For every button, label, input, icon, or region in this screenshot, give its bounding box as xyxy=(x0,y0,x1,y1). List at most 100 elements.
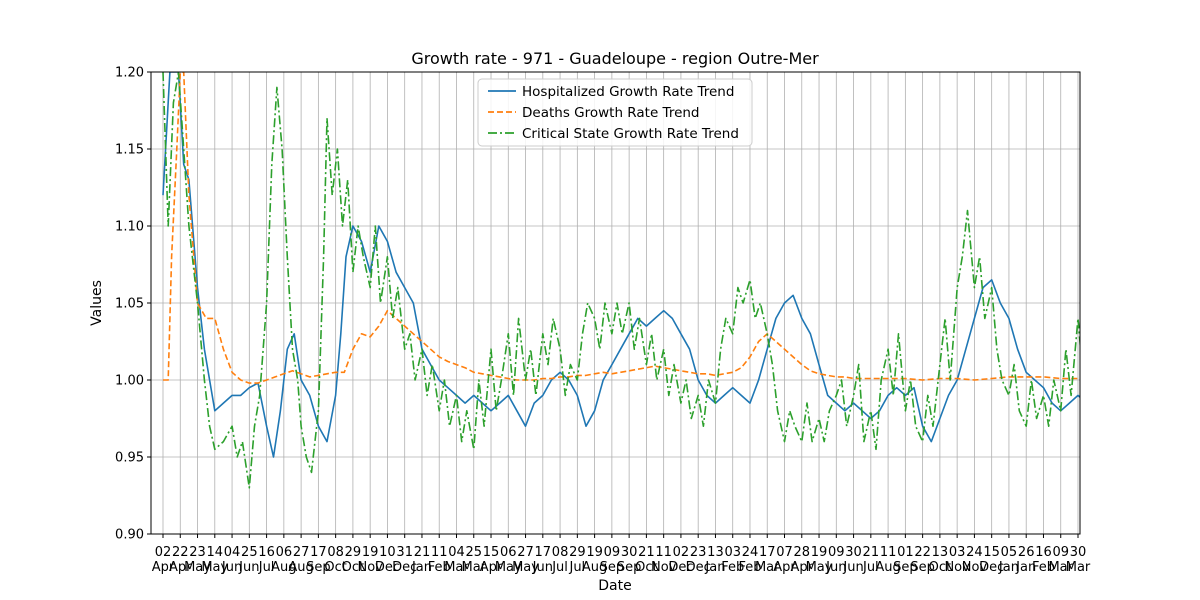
x-tick-month: Mar xyxy=(461,560,486,575)
x-tick-day: 05 xyxy=(1001,545,1018,560)
x-tick-month: Jan xyxy=(1015,560,1036,575)
x-tick-month: Mar xyxy=(1066,560,1091,575)
x-tick-day: 22 xyxy=(914,545,931,560)
x-tick-month: Jul xyxy=(258,560,275,575)
legend: Hospitalized Growth Rate Trend Deaths Gro… xyxy=(477,78,753,147)
x-tick-day: 14 xyxy=(207,545,224,560)
x-tick-day: 24 xyxy=(966,545,983,560)
x-tick-day: 17 xyxy=(310,545,327,560)
legend-label: Critical State Growth Rate Trend xyxy=(522,126,739,142)
x-tick-month: Nov xyxy=(962,560,988,575)
x-tick-month: Nov xyxy=(944,560,970,575)
x-tick-day: 07 xyxy=(776,545,793,560)
x-tick-month: Aug xyxy=(288,560,313,575)
x-tick-month: Dec xyxy=(979,560,1004,575)
x-tick-day: 25 xyxy=(465,545,482,560)
series-lines xyxy=(162,72,1080,489)
x-tick-day: 27 xyxy=(293,545,310,560)
x-tick-day: 15 xyxy=(983,545,1000,560)
x-tick-day: 16 xyxy=(258,545,275,560)
x-tick-month: Jan xyxy=(998,560,1019,575)
x-tick-month: Jan xyxy=(704,560,725,575)
y-axis: 0.90 0.95 1.00 1.05 1.10 1.15 1.20 xyxy=(115,66,151,543)
x-tick-month: Dec xyxy=(686,560,711,575)
x-tick-day: 30 xyxy=(1070,545,1087,560)
x-tick-day: 04 xyxy=(224,545,241,560)
x-axis: 02Apr22Apr23May14May04Jun25Jun16Jul06Aug… xyxy=(152,534,1091,575)
x-tick-day: 28 xyxy=(794,545,811,560)
x-tick-month: Nov xyxy=(357,560,383,575)
x-tick-day: 30 xyxy=(621,545,638,560)
x-tick-month: Jul xyxy=(551,560,568,575)
x-tick-day: 03 xyxy=(949,545,966,560)
x-tick-month: Jul xyxy=(568,560,585,575)
x-tick-day: 22 xyxy=(172,545,189,560)
x-tick-day: 08 xyxy=(552,545,569,560)
x-tick-month: Jun xyxy=(825,560,846,575)
x-tick-day: 26 xyxy=(1018,545,1035,560)
x-tick-day: 03 xyxy=(724,545,741,560)
x-tick-day: 02 xyxy=(155,545,172,560)
x-tick-day: 10 xyxy=(379,545,396,560)
x-tick-month: Mar xyxy=(755,560,780,575)
x-tick-month: Jun xyxy=(238,560,259,575)
x-tick-month: Sep xyxy=(910,560,935,575)
x-tick-month: Feb xyxy=(738,560,761,575)
x-tick-month: Aug xyxy=(271,560,296,575)
x-tick-day: 21 xyxy=(863,545,880,560)
x-tick-month: May xyxy=(201,560,228,575)
series-line-3 xyxy=(162,72,1080,489)
x-tick-day: 13 xyxy=(932,545,949,560)
y-tick-label: 1.10 xyxy=(115,220,144,235)
x-tick-day: 09 xyxy=(604,545,621,560)
x-tick-day: 24 xyxy=(742,545,759,560)
x-tick-day: 19 xyxy=(586,545,603,560)
x-tick-month: Jul xyxy=(862,560,879,575)
x-tick-day: 25 xyxy=(241,545,258,560)
x-tick-month: Jan xyxy=(411,560,432,575)
x-tick-month: Sep xyxy=(306,560,331,575)
x-tick-month: Mar xyxy=(1048,560,1073,575)
x-tick-day: 06 xyxy=(500,545,517,560)
x-tick-day: 02 xyxy=(673,545,690,560)
chart-title: Growth rate - 971 - Guadeloupe - region … xyxy=(411,49,819,68)
x-tick-day: 21 xyxy=(638,545,655,560)
x-tick-day: 21 xyxy=(414,545,431,560)
x-tick-day: 23 xyxy=(690,545,707,560)
x-tick-month: Jun xyxy=(532,560,553,575)
x-tick-day: 13 xyxy=(707,545,724,560)
x-axis-label: Date xyxy=(598,578,631,594)
x-tick-month: Dec xyxy=(375,560,400,575)
x-tick-month: Apr xyxy=(773,560,796,575)
x-tick-day: 29 xyxy=(345,545,362,560)
x-tick-day: 08 xyxy=(327,545,344,560)
x-tick-month: Jun xyxy=(842,560,863,575)
y-tick-label: 1.20 xyxy=(115,66,144,81)
x-tick-month: Nov xyxy=(651,560,677,575)
x-tick-month: Aug xyxy=(582,560,607,575)
x-tick-day: 29 xyxy=(569,545,586,560)
x-tick-day: 31 xyxy=(396,545,413,560)
x-tick-day: 15 xyxy=(483,545,500,560)
x-tick-day: 01 xyxy=(897,545,914,560)
y-tick-label: 0.90 xyxy=(115,528,144,543)
y-tick-label: 1.05 xyxy=(115,297,144,312)
x-tick-month: Aug xyxy=(875,560,900,575)
x-tick-month: May xyxy=(806,560,833,575)
x-tick-month: Oct xyxy=(324,560,346,575)
x-tick-month: May xyxy=(184,560,211,575)
x-tick-month: Feb xyxy=(1032,560,1055,575)
x-tick-month: Mar xyxy=(444,560,469,575)
x-tick-month: Dec xyxy=(668,560,693,575)
x-tick-month: May xyxy=(495,560,522,575)
x-tick-month: Apr xyxy=(791,560,814,575)
legend-label: Hospitalized Growth Rate Trend xyxy=(522,84,734,100)
x-tick-day: 17 xyxy=(759,545,776,560)
x-tick-day: 23 xyxy=(189,545,206,560)
x-tick-day: 16 xyxy=(1035,545,1052,560)
x-tick-month: Apr xyxy=(169,560,192,575)
x-tick-month: Oct xyxy=(342,560,364,575)
x-tick-day: 09 xyxy=(828,545,845,560)
x-tick-day: 19 xyxy=(362,545,379,560)
